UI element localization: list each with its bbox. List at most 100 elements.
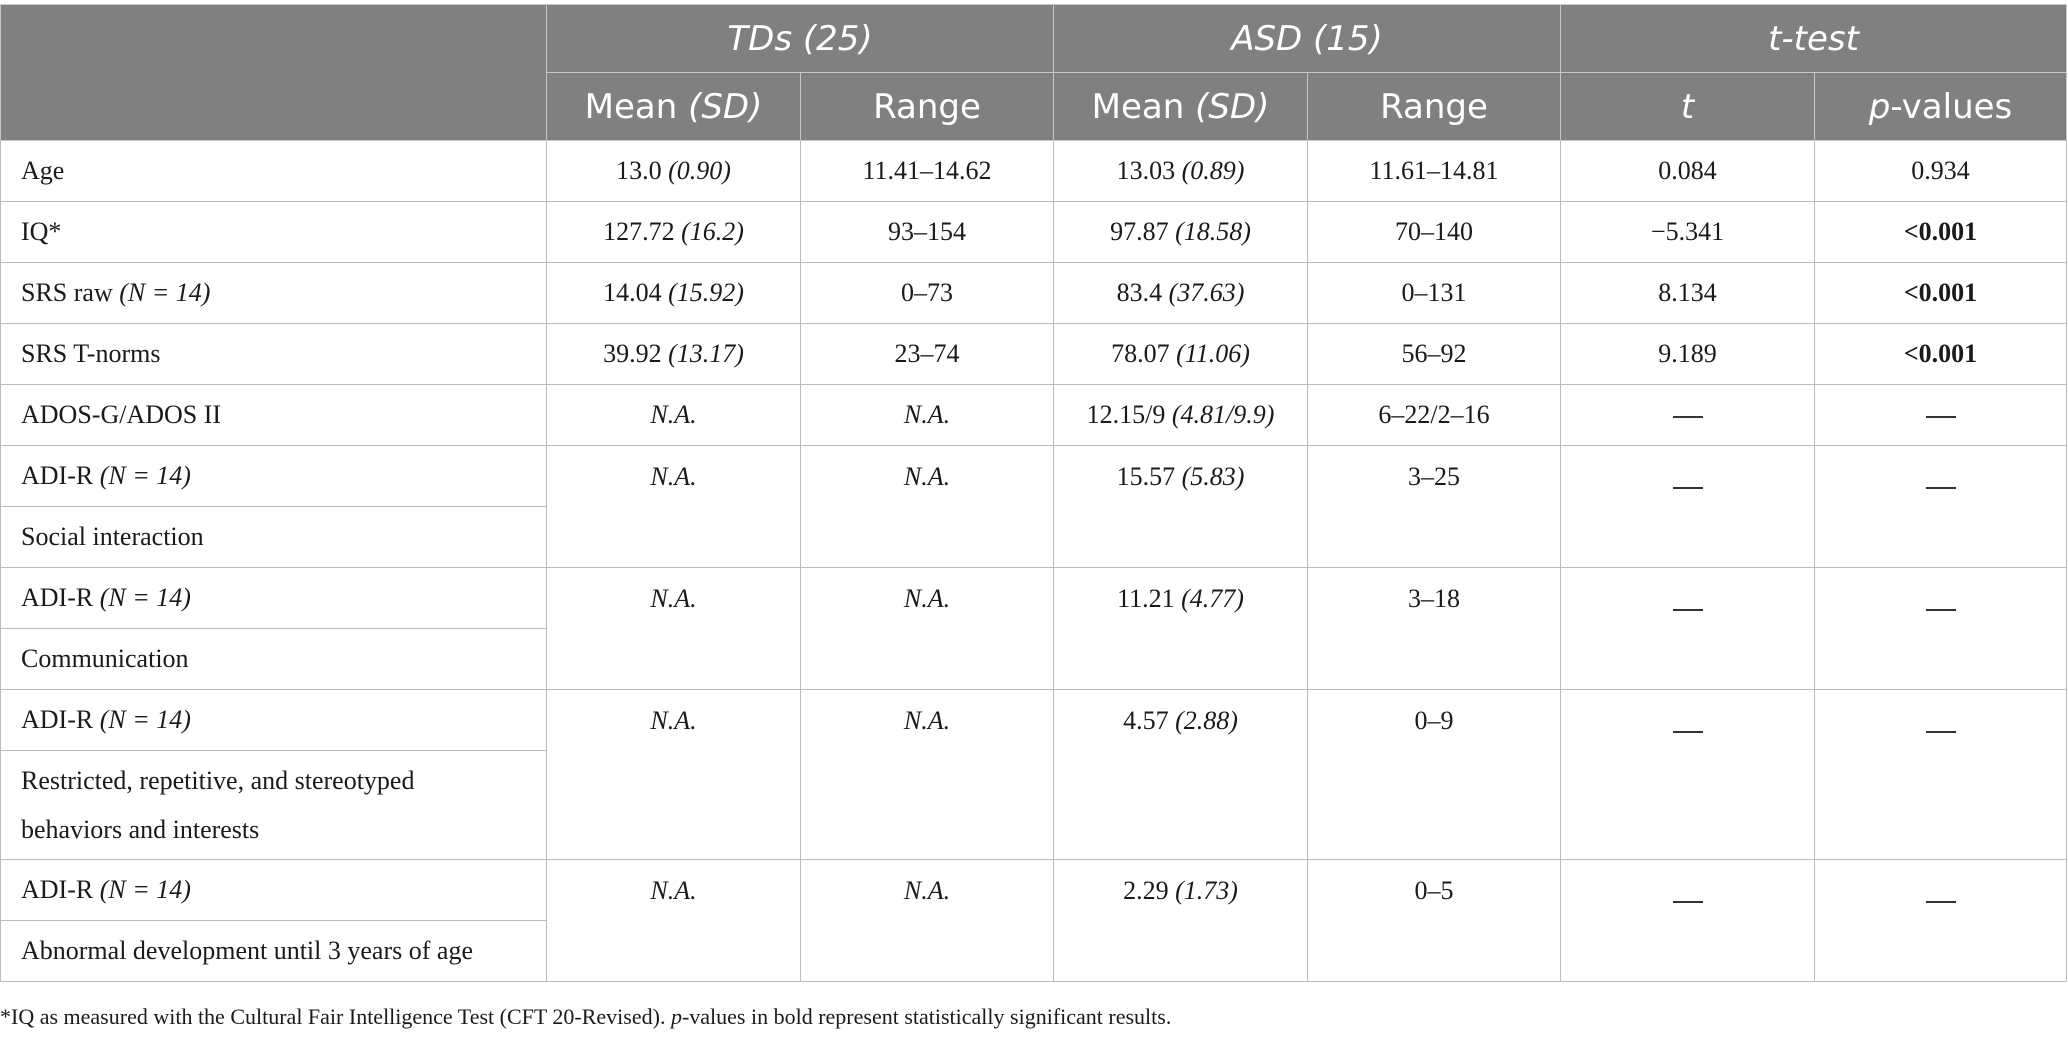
td-mean: N.A. <box>546 567 801 690</box>
row-sublabel: Abnormal development until 3 years of ag… <box>0 920 547 982</box>
demographics-table: TDs (25) ASD (15) t-test Mean (SD) Range… <box>0 4 2068 982</box>
td-mean: 127.72 (16.2) <box>546 201 801 263</box>
td-mean: 39.92 (13.17) <box>546 323 801 385</box>
asd-range: 70–140 <box>1307 201 1562 263</box>
header-blank <box>0 4 547 73</box>
t-value: 0.084 <box>1560 140 1816 202</box>
row-adi-rrb: ADI-R (N = 14) N.A. N.A. 4.57 (2.88) 0–9 <box>0 689 2068 860</box>
row-label: ADOS-G/ADOS II <box>0 384 547 446</box>
dash-mark <box>1925 901 1956 904</box>
p-value <box>1814 567 2068 690</box>
row-sublabel: Restricted, repetitive, and stereotyped … <box>0 750 547 860</box>
row-label: ADI-R (N = 14) <box>0 445 547 507</box>
asd-range: 0–5 <box>1307 859 1562 982</box>
asd-mean: 2.29 (1.73) <box>1053 859 1309 982</box>
asd-mean: 4.57 (2.88) <box>1053 689 1309 860</box>
header-asd-range: Range <box>1307 72 1562 141</box>
asd-mean: 11.21 (4.77) <box>1053 567 1309 690</box>
header-td-mean: Mean (SD) <box>546 72 801 141</box>
td-range: N.A. <box>799 445 1055 568</box>
td-range: N.A. <box>799 689 1055 860</box>
row-label: ADI-R (N = 14) <box>0 859 547 921</box>
header-p: p-values <box>1814 72 2068 141</box>
t-value <box>1560 567 1816 690</box>
p-value: 0.934 <box>1814 140 2068 202</box>
row-label: SRS raw (N = 14) <box>0 262 547 324</box>
dash-mark <box>1925 487 1956 490</box>
p-value <box>1814 384 2068 446</box>
header-group-td: TDs (25) <box>545 4 1055 73</box>
asd-range: 0–131 <box>1307 262 1562 324</box>
asd-range: 11.61–14.81 <box>1307 140 1562 202</box>
row-adi-dev-sub: Abnormal development until 3 years of ag… <box>0 920 2067 982</box>
t-value <box>1560 445 1816 568</box>
td-mean: 13.0 (0.90) <box>546 140 801 202</box>
asd-range: 3–18 <box>1307 567 1562 690</box>
row-adi-comm: ADI-R (N = 14) N.A. N.A. 11.21 (4.77) 3–… <box>0 567 2068 690</box>
row-srs-raw: SRS raw (N = 14) 14.04 (15.92) 0–73 83.4… <box>0 262 2068 324</box>
row-label: ADI-R (N = 14) <box>0 567 547 629</box>
row-label: Age <box>0 140 547 202</box>
header-asd-mean: Mean (SD) <box>1053 72 1309 141</box>
row-label: ADI-R (N = 14) <box>0 689 547 751</box>
asd-range: 0–9 <box>1307 689 1562 860</box>
p-value <box>1814 445 2068 568</box>
row-age: Age 13.0 (0.90) 11.41–14.62 13.03 (0.89)… <box>0 140 2068 202</box>
dash-mark <box>1672 901 1703 904</box>
dash-mark <box>1672 416 1703 419</box>
row-adi-social-sub: Social interaction <box>0 506 2067 568</box>
header-blank-lower <box>0 72 547 141</box>
p-value <box>1814 689 2068 860</box>
td-mean: N.A. <box>546 384 801 446</box>
asd-mean: 78.07 (11.06) <box>1053 323 1309 385</box>
row-adi-dev: ADI-R (N = 14) N.A. N.A. 2.29 (1.73) 0–5 <box>0 859 2068 982</box>
asd-mean: 13.03 (0.89) <box>1053 140 1309 202</box>
td-range: N.A. <box>799 567 1055 690</box>
td-mean: N.A. <box>546 445 801 568</box>
header-group-asd: ASD (15) <box>1053 4 1562 73</box>
row-adi-social: ADI-R (N = 14) N.A. N.A. 15.57 (5.83) 3–… <box>0 445 2068 568</box>
asd-range: 6–22/2–16 <box>1307 384 1562 446</box>
asd-mean: 12.15/9 (4.81/9.9) <box>1053 384 1309 446</box>
asd-mean: 15.57 (5.83) <box>1053 445 1309 568</box>
dash-mark <box>1925 609 1956 612</box>
td-range: 11.41–14.62 <box>799 140 1055 202</box>
td-mean: 14.04 (15.92) <box>546 262 801 324</box>
header-group-ttest: t-test <box>1560 4 2068 73</box>
t-value: 8.134 <box>1560 262 1816 324</box>
t-value: −5.341 <box>1560 201 1816 263</box>
t-value <box>1560 859 1816 982</box>
p-value: <0.001 <box>1814 201 2068 263</box>
row-iq: IQ* 127.72 (16.2) 93–154 97.87 (18.58) 7… <box>0 201 2068 263</box>
td-range: N.A. <box>799 859 1055 982</box>
p-value <box>1814 859 2068 982</box>
header-t: t <box>1560 72 1816 141</box>
td-mean: N.A. <box>546 689 801 860</box>
dash-mark <box>1672 487 1703 490</box>
row-adi-comm-sub: Communication <box>0 628 2067 690</box>
t-value: 9.189 <box>1560 323 1816 385</box>
asd-mean: 97.87 (18.58) <box>1053 201 1309 263</box>
row-sublabel: Communication <box>0 628 547 690</box>
table-footnote: *IQ as measured with the Cultural Fair I… <box>0 1004 1172 1029</box>
asd-range: 3–25 <box>1307 445 1562 568</box>
asd-mean: 83.4 (37.63) <box>1053 262 1309 324</box>
t-value <box>1560 689 1816 860</box>
td-range: N.A. <box>799 384 1055 446</box>
row-label: IQ* <box>0 201 547 263</box>
dash-mark <box>1672 609 1703 612</box>
td-mean: N.A. <box>546 859 801 982</box>
row-ados: ADOS-G/ADOS II N.A. N.A. 12.15/9 (4.81/9… <box>0 384 2068 446</box>
row-srs-t: SRS T-norms 39.92 (13.17) 23–74 78.07 (1… <box>0 323 2068 385</box>
dash-mark <box>1925 731 1956 734</box>
td-range: 0–73 <box>799 262 1055 324</box>
row-sublabel: Social interaction <box>0 506 547 568</box>
td-range: 93–154 <box>799 201 1055 263</box>
row-adi-rrb-sub: Restricted, repetitive, and stereotyped … <box>0 750 2067 860</box>
dash-mark <box>1925 416 1956 419</box>
row-label: SRS T-norms <box>0 323 547 385</box>
asd-range: 56–92 <box>1307 323 1562 385</box>
header-td-range: Range <box>799 72 1055 141</box>
td-range: 23–74 <box>799 323 1055 385</box>
t-value <box>1560 384 1816 446</box>
